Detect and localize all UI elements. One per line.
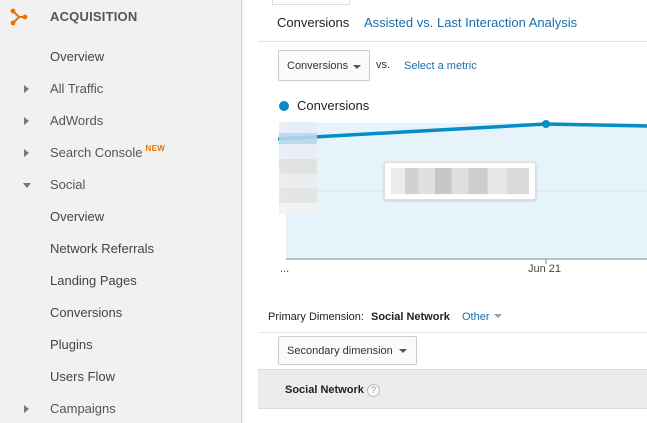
sidebar-item-overview[interactable]: Overview (0, 41, 242, 73)
legend-label: Conversions (297, 98, 370, 113)
caret-right-icon (24, 405, 29, 413)
secondary-dimension-label: Secondary dimension (287, 345, 393, 357)
help-icon[interactable]: ? (367, 384, 380, 397)
sidebar-item-label: Users Flow (50, 369, 116, 384)
sidebar-item-label: Campaigns (50, 401, 116, 416)
sidebar-item-label: Plugins (50, 337, 93, 352)
tab-conversions[interactable]: Conversions (277, 15, 350, 30)
chevron-down-icon (399, 349, 407, 353)
sidebar-item-social-overview[interactable]: Overview (0, 201, 242, 233)
chevron-down-icon (353, 65, 361, 69)
vs-label: vs. (376, 59, 391, 71)
sidebar-item-label: Social (50, 177, 86, 192)
redacted-content (391, 168, 529, 194)
caret-right-icon (24, 149, 29, 157)
tab-assisted-vs-last-interaction[interactable]: Assisted vs. Last Interaction Analysis (364, 15, 578, 30)
sidebar-item-label: Search Console (50, 145, 143, 160)
conversions-chart[interactable] (278, 118, 647, 288)
legend-dot-icon (279, 101, 289, 111)
primary-dimension-value[interactable]: Social Network (371, 311, 450, 323)
redacted-tooltip (384, 162, 536, 200)
primary-dimension: Primary Dimension: Social Network (268, 311, 450, 323)
acquisition-section-header[interactable]: ACQUISITION (0, 0, 242, 34)
x-tick-label: ... (280, 263, 290, 275)
sidebar-item-label: Landing Pages (50, 273, 137, 288)
caret-down-icon (23, 183, 31, 188)
sidebar-item-campaigns[interactable]: Campaigns (0, 393, 242, 423)
sidebar-item-label: AdWords (50, 113, 104, 128)
caret-right-icon (24, 85, 29, 93)
x-tick-label: Jun 21 (528, 263, 562, 275)
sidebar-item-landing-pages[interactable]: Landing Pages (0, 265, 242, 297)
metric-dropdown[interactable]: Conversions (278, 50, 370, 81)
sidebar-item-label-wrap: Search Console NEW (50, 144, 166, 160)
caret-right-icon (24, 117, 29, 125)
acquisition-icon (10, 8, 28, 26)
sidebar-item-search-console[interactable]: Search Console NEW (0, 137, 242, 169)
other-label: Other (462, 311, 490, 323)
other-dimension-dropdown[interactable]: Other (462, 311, 502, 323)
sidebar-item-social[interactable]: Social (0, 169, 242, 201)
chevron-down-icon (493, 314, 502, 318)
sidebar-item-all-traffic[interactable]: All Traffic (0, 73, 242, 105)
section-title: ACQUISITION (50, 9, 138, 24)
select-metric-link[interactable]: Select a metric (404, 60, 477, 72)
main-panel: Conversions Assisted vs. Last Interactio… (258, 0, 647, 423)
sidebar-item-label: Overview (50, 49, 105, 64)
sidebar-item-label: All Traffic (50, 81, 104, 96)
sidebar-item-network-referrals[interactable]: Network Referrals (0, 233, 242, 265)
sidebar: ACQUISITION Overview All Traffic AdWords… (0, 0, 245, 423)
divider (258, 332, 647, 333)
sidebar-item-adwords[interactable]: AdWords (0, 105, 242, 137)
sidebar-item-plugins[interactable]: Plugins (0, 329, 242, 361)
metric-dropdown-value: Conversions (287, 60, 349, 72)
series-data-point[interactable] (542, 120, 550, 128)
column-header-social-network[interactable]: Social Network (285, 384, 364, 396)
new-badge: NEW (145, 144, 166, 153)
sidebar-item-conversions[interactable]: Conversions (0, 297, 242, 329)
primary-dimension-label: Primary Dimension: (268, 311, 364, 323)
sidebar-item-users-flow[interactable]: Users Flow (0, 361, 242, 393)
report-tabs: Conversions Assisted vs. Last Interactio… (258, 0, 647, 42)
sidebar-item-label: Overview (50, 209, 105, 224)
sidebar-item-label: Conversions (50, 305, 123, 320)
active-tab-marker (272, 0, 350, 5)
table-header: Social Network ? (258, 369, 647, 409)
sidebar-item-label: Network Referrals (50, 241, 155, 256)
redacted-axis-labels (279, 122, 317, 214)
secondary-dimension-dropdown[interactable]: Secondary dimension (278, 336, 417, 365)
